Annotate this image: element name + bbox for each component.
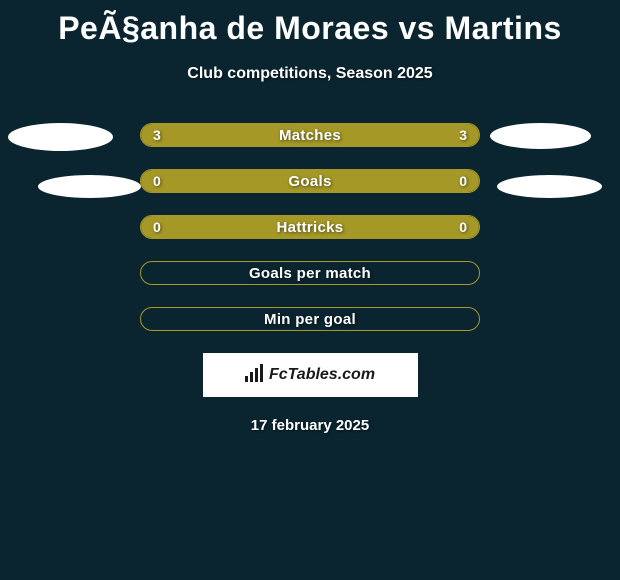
stat-label: Goals [288,173,331,190]
stat-label: Hattricks [277,219,344,236]
decorative-ellipse [38,175,141,198]
stat-label: Goals per match [249,265,371,282]
brand-text: FcTables.com [269,366,375,384]
stat-row: Min per goal [140,307,480,331]
footer-date: 17 february 2025 [0,417,620,434]
stat-value-left: 0 [153,219,161,235]
decorative-ellipse [490,123,591,149]
stat-value-left: 3 [153,127,161,143]
stat-value-right: 3 [459,127,467,143]
stat-bar-left [141,170,310,192]
decorative-ellipse [8,123,113,151]
stat-value-right: 0 [459,219,467,235]
stat-row: 3 3 Matches [140,123,480,147]
decorative-ellipse [497,175,602,198]
chart-area: 3 3 Matches 0 0 Goals 0 0 Hattricks Goals per mat… [0,123,620,331]
stat-label: Min per goal [264,311,356,328]
brand-chart-icon [245,364,265,387]
brand-box: FcTables.com [203,353,418,397]
stat-row: 0 0 Hattricks [140,215,480,239]
stat-row: 0 0 Goals [140,169,480,193]
stat-value-left: 0 [153,173,161,189]
stat-value-right: 0 [459,173,467,189]
stat-label: Matches [279,127,341,144]
page-subtitle: Club competitions, Season 2025 [0,65,620,83]
stat-bar-right [310,170,479,192]
page-title: PeÃ§anha de Moraes vs Martins [0,0,620,47]
stat-row: Goals per match [140,261,480,285]
